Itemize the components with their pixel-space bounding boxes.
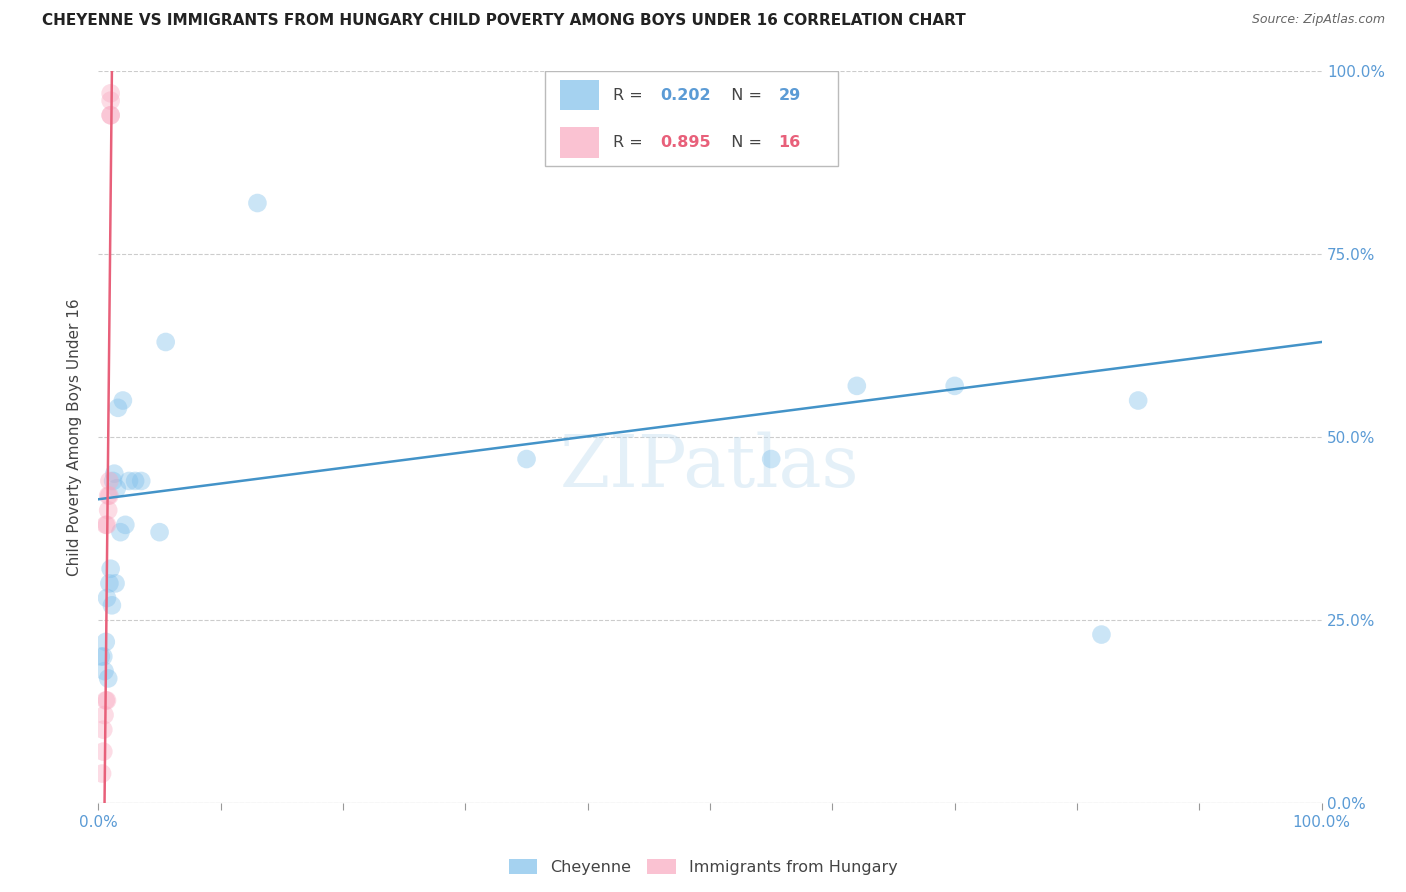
FancyBboxPatch shape xyxy=(560,128,599,158)
Text: CHEYENNE VS IMMIGRANTS FROM HUNGARY CHILD POVERTY AMONG BOYS UNDER 16 CORRELATIO: CHEYENNE VS IMMIGRANTS FROM HUNGARY CHIL… xyxy=(42,13,966,29)
Point xyxy=(91,745,114,759)
Point xyxy=(100,94,122,108)
Point xyxy=(98,474,121,488)
Point xyxy=(845,379,868,393)
Point xyxy=(94,635,117,649)
Point xyxy=(246,196,269,211)
Legend: Cheyenne, Immigrants from Hungary: Cheyenne, Immigrants from Hungary xyxy=(509,860,897,875)
Text: ZIPatlas: ZIPatlas xyxy=(560,431,860,501)
Point xyxy=(94,517,117,532)
Point xyxy=(104,576,127,591)
Point xyxy=(101,474,124,488)
Point xyxy=(100,108,122,122)
Text: 0.895: 0.895 xyxy=(659,136,710,150)
Point xyxy=(105,481,128,495)
Point xyxy=(124,474,146,488)
Text: Source: ZipAtlas.com: Source: ZipAtlas.com xyxy=(1251,13,1385,27)
Point xyxy=(100,87,122,101)
Text: R =: R = xyxy=(613,87,648,103)
Point xyxy=(101,599,124,613)
Point xyxy=(91,649,114,664)
Point xyxy=(96,693,118,707)
Point xyxy=(100,108,122,122)
Point xyxy=(94,693,117,707)
Point xyxy=(97,672,120,686)
Point xyxy=(91,766,114,780)
Point xyxy=(1128,393,1150,408)
Text: N =: N = xyxy=(721,136,768,150)
Point xyxy=(100,562,122,576)
Point xyxy=(93,664,115,678)
Text: 0.202: 0.202 xyxy=(659,87,710,103)
Point xyxy=(98,576,121,591)
Point xyxy=(97,503,120,517)
Point xyxy=(149,525,172,540)
Point xyxy=(90,649,112,664)
Point xyxy=(96,517,118,532)
Point xyxy=(515,452,537,467)
Point xyxy=(943,379,966,393)
Point xyxy=(129,474,152,488)
Point xyxy=(111,393,134,408)
Y-axis label: Child Poverty Among Boys Under 16: Child Poverty Among Boys Under 16 xyxy=(67,298,83,576)
Point xyxy=(98,489,121,503)
Point xyxy=(114,517,136,532)
Point xyxy=(118,474,141,488)
FancyBboxPatch shape xyxy=(560,79,599,111)
Point xyxy=(91,723,114,737)
Point xyxy=(761,452,783,467)
Text: 16: 16 xyxy=(779,136,801,150)
Point xyxy=(155,334,177,349)
Point xyxy=(96,591,118,605)
Text: N =: N = xyxy=(721,87,768,103)
Point xyxy=(1090,627,1112,641)
Point xyxy=(93,708,115,723)
FancyBboxPatch shape xyxy=(546,71,838,167)
Point xyxy=(110,525,132,540)
Text: R =: R = xyxy=(613,136,648,150)
Point xyxy=(97,489,120,503)
Point xyxy=(107,401,129,415)
Point xyxy=(103,467,125,481)
Text: 29: 29 xyxy=(779,87,801,103)
